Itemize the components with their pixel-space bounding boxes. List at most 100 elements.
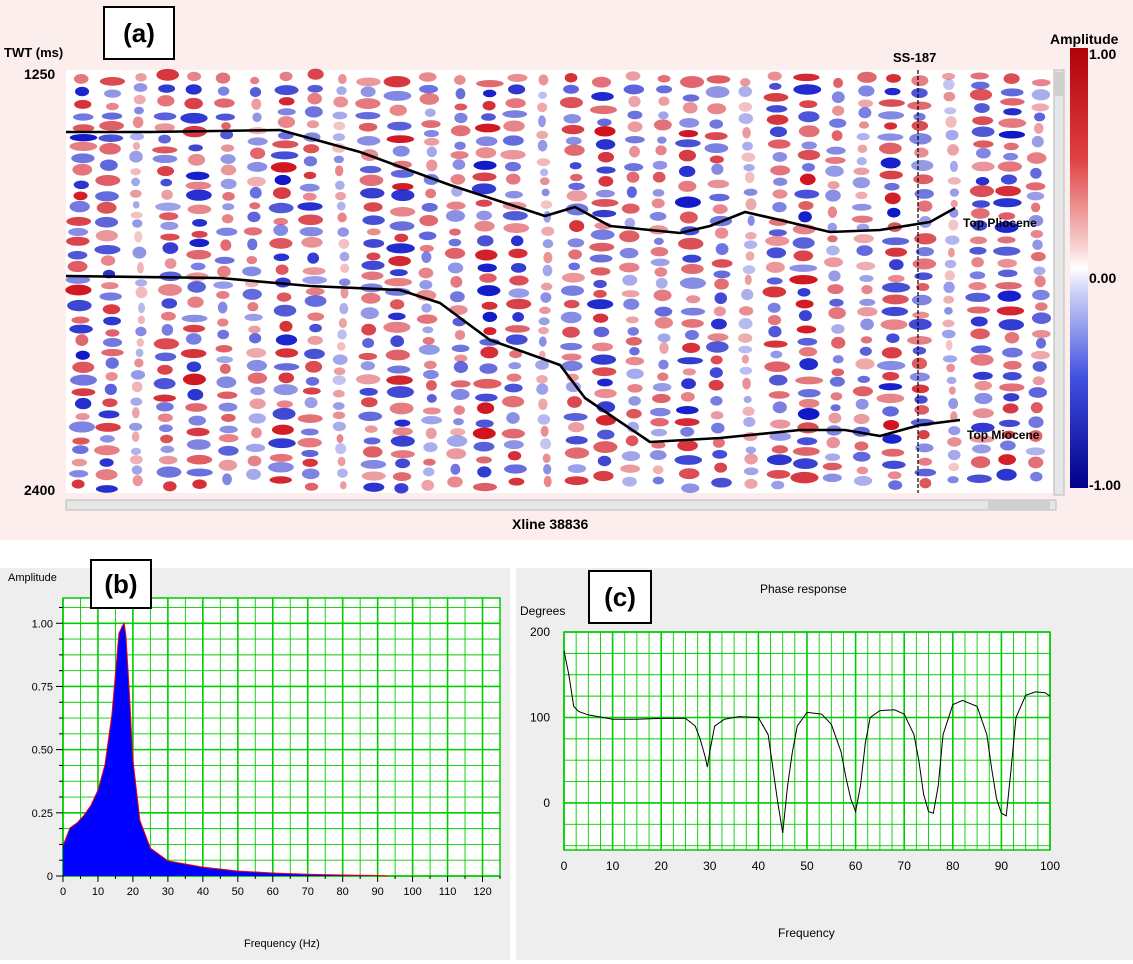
seismic-event — [185, 84, 202, 95]
seismic-event — [455, 88, 466, 100]
seismic-event — [540, 438, 552, 450]
seismic-event — [536, 130, 549, 140]
seismic-event — [907, 336, 933, 345]
seismic-event — [947, 144, 959, 156]
seismic-event — [592, 367, 617, 377]
seismic-event — [506, 298, 532, 310]
seismic-event — [770, 419, 791, 429]
seismic-event — [249, 86, 262, 98]
seismic-event — [653, 237, 664, 245]
seismic-event — [762, 286, 787, 298]
seismic-event — [859, 346, 872, 356]
seismic-event — [763, 93, 789, 102]
seismic-event — [853, 167, 870, 176]
seismic-event — [475, 393, 498, 402]
seismic-event — [276, 292, 292, 302]
seismic-event — [66, 236, 90, 246]
seismic-event — [996, 468, 1017, 481]
seismic-event — [156, 466, 182, 478]
seismic-event — [502, 135, 524, 146]
seismic-event — [1004, 331, 1020, 344]
horizontal-scrollbar-thumb[interactable] — [988, 501, 1050, 509]
seismic-event — [394, 233, 409, 243]
seismic-event — [627, 110, 643, 120]
seismic-event — [332, 375, 346, 386]
horizontal-scrollbar[interactable] — [65, 499, 1057, 511]
seismic-event — [826, 146, 846, 155]
seismic-event — [538, 398, 548, 411]
seismic-event — [477, 235, 494, 247]
seismic-event — [625, 135, 645, 144]
seismic-event — [279, 71, 293, 82]
seismic-event — [596, 166, 616, 174]
seismic-event — [216, 227, 238, 237]
seismic-event — [998, 319, 1025, 331]
seismic-event — [419, 244, 434, 253]
seismic-event — [250, 386, 266, 396]
seismic-event — [424, 108, 436, 117]
seismic-event — [857, 144, 868, 154]
seismic-event — [943, 91, 956, 102]
seismic-event — [449, 305, 468, 315]
seismic-event — [132, 141, 141, 151]
seismic-event — [69, 200, 90, 213]
seismic-event — [799, 173, 816, 186]
seismic-event — [297, 202, 323, 211]
seismic-event — [797, 337, 818, 346]
vertical-scrollbar-thumb[interactable] — [1055, 72, 1063, 96]
seismic-event — [793, 73, 820, 82]
seismic-event — [132, 219, 143, 228]
seismic-event — [917, 200, 933, 212]
seismic-event — [510, 262, 527, 273]
seismic-event — [158, 212, 179, 221]
seismic-event — [793, 250, 814, 262]
seismic-event — [797, 422, 819, 434]
seismic-event — [185, 171, 210, 181]
seismic-event — [339, 481, 347, 490]
seismic-event — [419, 279, 433, 290]
seismic-event — [304, 482, 319, 491]
seismic-event — [302, 458, 318, 467]
seismic-event — [971, 345, 992, 354]
seismic-event — [337, 468, 348, 478]
colorbar-tick-zero: 0.00 — [1089, 270, 1117, 286]
seismic-event — [680, 391, 695, 402]
seismic-svg — [65, 48, 1088, 511]
seismic-event — [99, 143, 121, 155]
seismic-event — [129, 150, 143, 163]
seismic-event — [306, 120, 320, 129]
vertical-scrollbar[interactable] — [1053, 69, 1065, 496]
seismic-event — [157, 95, 175, 107]
x-tick-label: 60 — [849, 859, 863, 873]
seismic-event — [772, 189, 788, 199]
seismic-event — [215, 72, 231, 84]
seismic-event — [502, 110, 528, 118]
seismic-event — [827, 206, 838, 218]
seismic-event — [421, 251, 432, 263]
seismic-event — [425, 188, 437, 199]
seismic-event — [824, 257, 844, 268]
seismic-event — [876, 393, 905, 404]
seismic-event — [153, 112, 177, 121]
seismic-event — [743, 188, 758, 196]
seismic-event — [909, 133, 932, 145]
x-tick-label: 100 — [1040, 859, 1060, 873]
seismic-event — [625, 356, 645, 366]
seismic-event — [947, 449, 961, 461]
seismic-event — [453, 405, 465, 415]
seismic-event — [473, 441, 495, 452]
seismic-event — [536, 158, 551, 167]
seismic-event — [479, 273, 497, 283]
seismic-event — [248, 325, 261, 334]
seismic-event — [714, 227, 729, 239]
seismic-event — [564, 144, 585, 156]
seismic-event — [474, 220, 495, 232]
seismic-event — [852, 451, 871, 462]
seismic-event — [251, 98, 262, 110]
seismic-event — [822, 462, 842, 471]
seismic-event — [451, 344, 470, 353]
seismic-event — [541, 226, 555, 236]
seismic-event — [887, 274, 905, 283]
seismic-event — [592, 313, 609, 323]
seismic-event — [219, 363, 231, 375]
